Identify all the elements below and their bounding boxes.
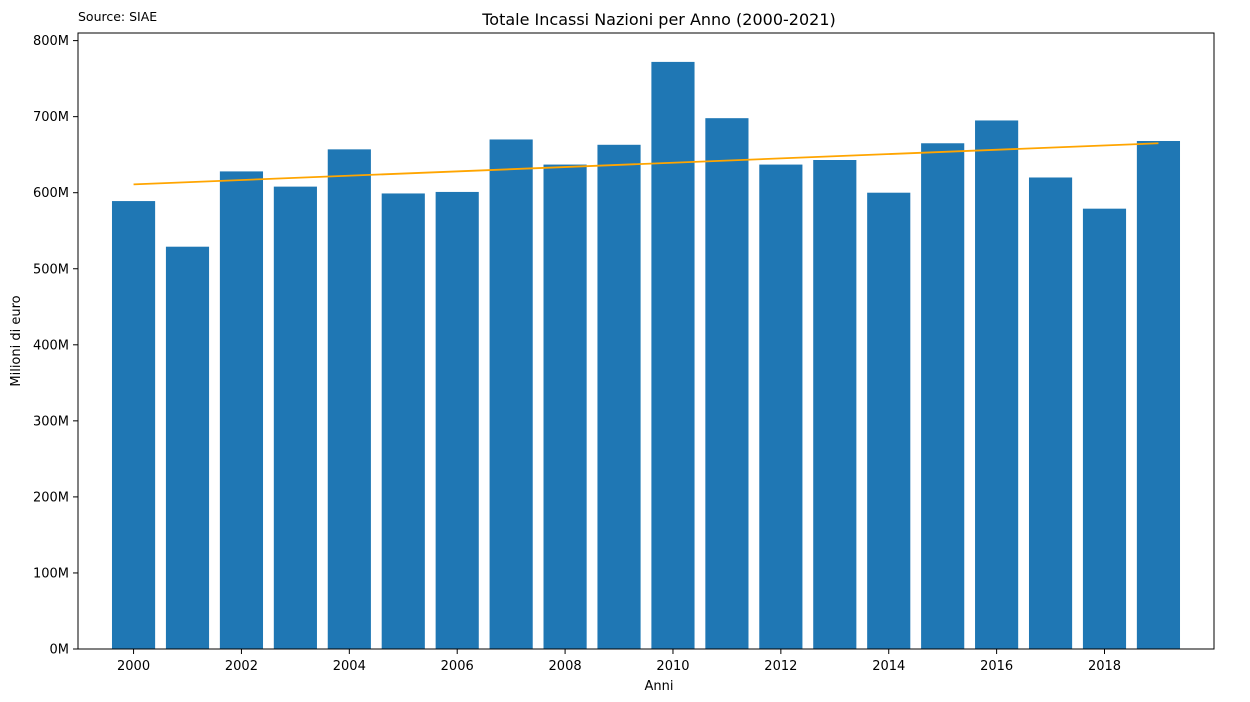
bar-2000 [111,201,156,649]
trend-line [133,142,1159,186]
chart-source: Source: SIAE [78,9,157,24]
bar-2012 [759,164,803,649]
x-tick-label-2016: 2016 [980,659,1013,674]
chart-title: Totale Incassi Nazioni per Anno (2000-20… [481,10,836,29]
bar-2018 [1082,208,1127,650]
y-axis-label: Milioni di euro [9,295,24,386]
bar-2016 [975,120,1019,649]
bar-2011 [705,118,749,650]
x-tick-label-2004: 2004 [333,659,366,674]
bar-2010 [651,61,695,649]
bar-2019 [1136,140,1181,650]
y-tick-label-600: 600M [33,186,69,201]
bar-2007 [489,139,533,649]
y-axis-ticks: 0M 100M 200M 300M 400M 500M 600M 700M 800M [33,34,78,658]
x-axis-label: Anni [645,679,674,694]
bars-group [111,61,1181,650]
y-tick-label-100: 100M [33,566,69,581]
bar-2017 [1028,177,1073,650]
bar-2015 [921,143,965,649]
x-tick-label-2012: 2012 [764,659,797,674]
y-tick-label-200: 200M [33,490,69,505]
bar-2004 [327,149,371,650]
x-tick-label-2008: 2008 [549,659,582,674]
bar-2006 [435,191,479,649]
y-tick-label-800: 800M [33,34,69,49]
x-tick-label-2018: 2018 [1088,659,1121,674]
bar-2009 [597,144,641,650]
x-axis-ticks: 2000 2002 2004 2006 2008 2010 2012 2014 2016 2018 [117,649,1121,674]
y-tick-label-300: 300M [33,414,69,429]
y-tick-label-700: 700M [33,110,69,125]
x-tick-label-2010: 2010 [656,659,689,674]
y-tick-label-0: 0M [50,643,70,658]
x-tick-label-2000: 2000 [117,659,150,674]
x-tick-label-2002: 2002 [225,659,258,674]
y-tick-label-400: 400M [33,338,69,353]
bar-2002 [219,171,264,649]
bar-2013 [813,160,857,649]
bar-2005 [381,193,425,649]
bar-2014 [867,192,911,649]
y-tick-label-500: 500M [33,262,69,277]
x-tick-label-2006: 2006 [441,659,474,674]
bar-2001 [165,246,210,649]
x-tick-label-2014: 2014 [872,659,905,674]
plot-frame [77,32,1215,650]
bar-2003 [273,186,317,649]
bar-2008 [543,164,587,649]
